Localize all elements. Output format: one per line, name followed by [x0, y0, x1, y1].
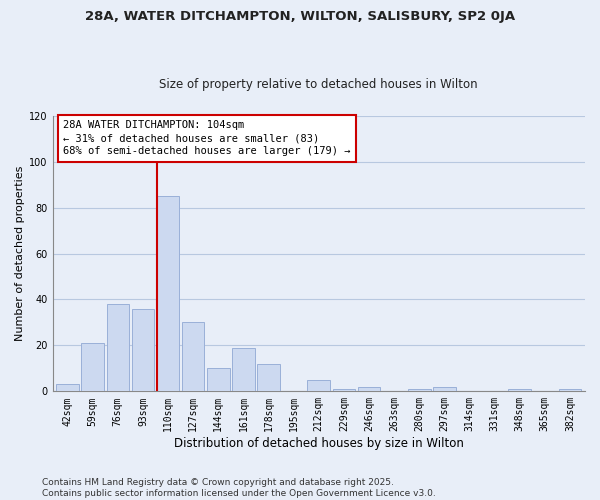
Bar	[332, 389, 355, 392]
Bar	[307, 380, 330, 392]
Text: Contains HM Land Registry data © Crown copyright and database right 2025.
Contai: Contains HM Land Registry data © Crown c…	[42, 478, 436, 498]
Bar	[157, 196, 179, 392]
Bar	[433, 386, 455, 392]
Bar	[508, 389, 531, 392]
Bar	[107, 304, 129, 392]
Bar	[82, 343, 104, 392]
X-axis label: Distribution of detached houses by size in Wilton: Distribution of detached houses by size …	[174, 437, 464, 450]
Bar	[207, 368, 230, 392]
Bar	[358, 386, 380, 392]
Bar	[56, 384, 79, 392]
Text: 28A WATER DITCHAMPTON: 104sqm
← 31% of detached houses are smaller (83)
68% of s: 28A WATER DITCHAMPTON: 104sqm ← 31% of d…	[63, 120, 350, 156]
Bar	[559, 389, 581, 392]
Y-axis label: Number of detached properties: Number of detached properties	[15, 166, 25, 341]
Bar	[408, 389, 431, 392]
Bar	[182, 322, 205, 392]
Bar	[131, 308, 154, 392]
Bar	[232, 348, 255, 392]
Text: 28A, WATER DITCHAMPTON, WILTON, SALISBURY, SP2 0JA: 28A, WATER DITCHAMPTON, WILTON, SALISBUR…	[85, 10, 515, 23]
Bar	[257, 364, 280, 392]
Title: Size of property relative to detached houses in Wilton: Size of property relative to detached ho…	[160, 78, 478, 91]
